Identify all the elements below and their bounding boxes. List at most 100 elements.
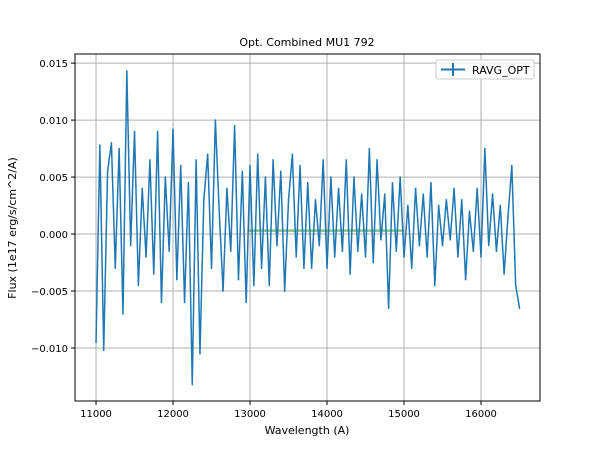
data-point	[449, 238, 452, 241]
data-point	[460, 199, 463, 201]
data-point	[445, 199, 448, 201]
data-point	[487, 244, 490, 247]
data-point	[453, 187, 455, 190]
legend-label: RAVG_OPT	[472, 64, 530, 77]
data-point	[264, 176, 267, 178]
data-point	[149, 159, 151, 161]
data-point	[430, 181, 432, 184]
data-point	[503, 273, 505, 275]
data-point	[172, 128, 174, 131]
data-point	[210, 267, 213, 270]
data-point	[195, 159, 197, 161]
data-point	[99, 144, 101, 146]
data-point	[476, 187, 478, 190]
x-tick-label: 15000	[388, 409, 420, 420]
data-point	[391, 181, 394, 184]
data-point	[95, 341, 97, 344]
data-point	[291, 153, 294, 156]
data-point	[318, 244, 321, 247]
data-point	[226, 187, 228, 190]
data-point	[341, 250, 344, 252]
data-point	[110, 142, 113, 144]
data-point	[345, 159, 348, 161]
data-point	[156, 130, 159, 133]
x-tick-label: 14000	[311, 409, 343, 420]
data-point	[129, 244, 132, 247]
data-point	[330, 176, 332, 178]
data-point	[272, 159, 274, 161]
y-axis-label: Flux (1e17 erg/s/cm^2/A)	[6, 157, 19, 299]
data-point	[137, 284, 140, 287]
data-point	[191, 383, 194, 386]
y-axis: 0.015 0.010 0.005 0.000 −0.005 −0.010	[31, 59, 75, 355]
data-point	[437, 204, 440, 207]
data-point	[303, 267, 305, 270]
data-point	[407, 204, 409, 207]
data-point	[349, 273, 351, 275]
x-axis: 11000 12000 13000 14000 15000 16000	[80, 401, 497, 420]
data-point	[353, 176, 355, 178]
data-point	[245, 301, 247, 304]
data-point	[106, 170, 109, 173]
data-point	[237, 278, 240, 281]
data-point	[133, 130, 136, 133]
data-point	[233, 124, 236, 127]
data-point	[380, 238, 382, 241]
x-tick-label: 11000	[80, 409, 112, 420]
plot-area	[95, 70, 521, 386]
data-point	[145, 256, 147, 258]
data-point	[206, 153, 209, 156]
data-point	[118, 147, 120, 150]
data-point	[468, 210, 471, 213]
data-point	[176, 278, 178, 281]
data-point	[418, 244, 421, 247]
data-point	[126, 70, 128, 72]
data-point	[276, 244, 278, 247]
data-point	[214, 119, 217, 121]
data-point	[514, 284, 517, 287]
data-point	[306, 181, 309, 184]
legend[interactable]: RAVG_OPT	[435, 59, 535, 80]
data-point	[268, 284, 271, 287]
data-point	[322, 159, 324, 161]
data-point	[441, 244, 444, 247]
data-point	[434, 284, 436, 287]
data-point	[395, 250, 398, 252]
data-point	[249, 164, 251, 167]
x-axis-label: Wavelength (A)	[265, 424, 350, 437]
data-point	[364, 256, 367, 258]
data-point	[141, 187, 144, 190]
data-point	[518, 307, 521, 309]
data-point	[383, 193, 386, 195]
data-point	[280, 170, 282, 173]
data-point	[222, 290, 224, 292]
data-point	[199, 352, 201, 355]
data-point	[164, 176, 167, 178]
legend-box	[435, 59, 535, 80]
data-point	[499, 204, 502, 207]
data-point	[357, 250, 359, 252]
data-point	[399, 176, 401, 178]
data-point	[283, 290, 286, 292]
data-point	[114, 267, 117, 270]
data-point	[464, 278, 467, 281]
data-point	[480, 256, 482, 258]
data-point	[229, 250, 232, 252]
y-tick-label: −0.005	[31, 287, 68, 298]
data-point	[511, 164, 513, 167]
data-point	[160, 301, 163, 304]
data-point	[102, 349, 105, 352]
data-point	[372, 261, 375, 264]
chart-title: Opt. Combined MU1 792	[239, 36, 374, 49]
data-point	[426, 256, 428, 258]
grid	[75, 54, 540, 401]
data-point	[179, 164, 182, 167]
data-point	[422, 193, 425, 195]
data-point	[410, 267, 413, 270]
x-tick-label: 16000	[465, 409, 497, 420]
data-point	[187, 181, 190, 184]
y-tick-label: −0.010	[31, 344, 68, 355]
data-point	[260, 267, 263, 270]
data-point	[168, 250, 170, 252]
